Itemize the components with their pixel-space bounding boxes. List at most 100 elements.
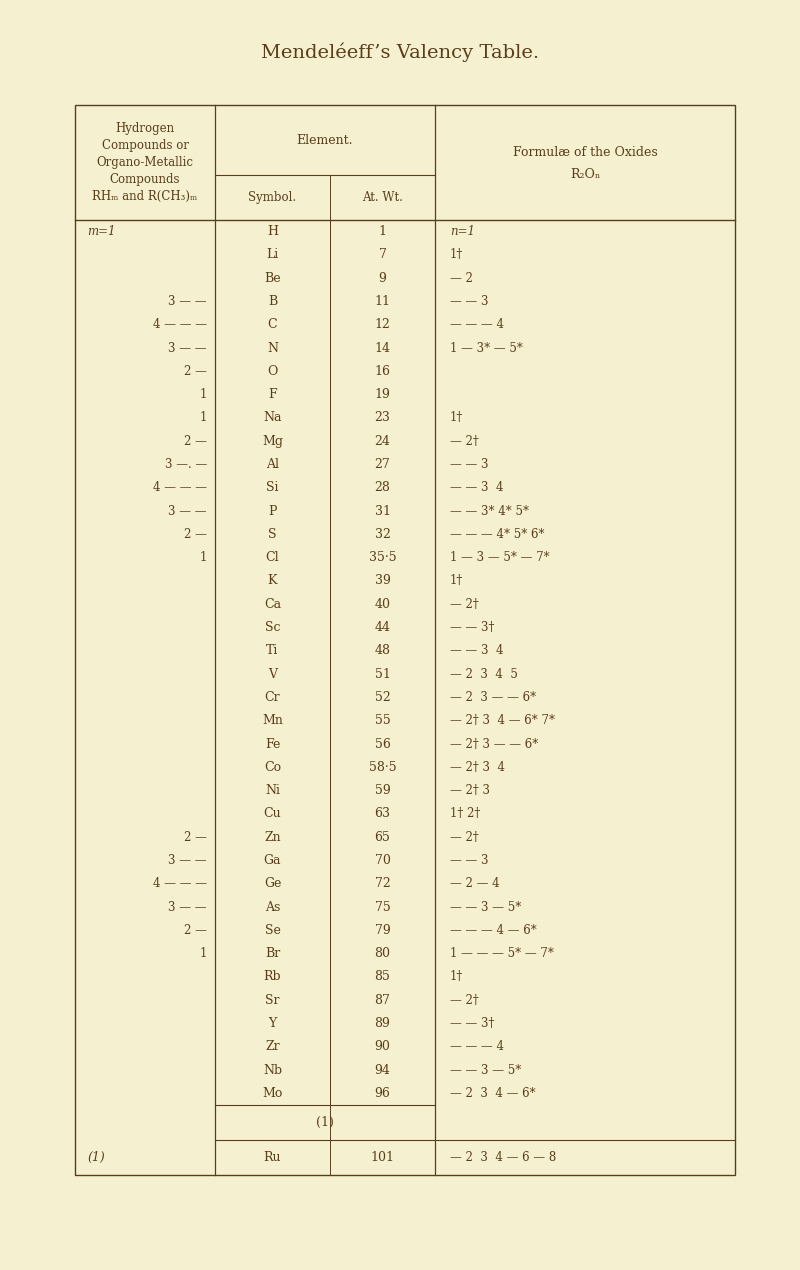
Text: 23: 23: [374, 411, 390, 424]
Text: 9: 9: [378, 272, 386, 284]
Text: 1: 1: [200, 947, 207, 960]
Text: — 2  3  4  5: — 2 3 4 5: [450, 668, 518, 681]
Text: At. Wt.: At. Wt.: [362, 190, 403, 204]
Text: 27: 27: [374, 458, 390, 471]
Text: 2 —: 2 —: [184, 923, 207, 937]
Text: 1: 1: [200, 411, 207, 424]
Text: Symbol.: Symbol.: [249, 190, 297, 204]
Text: As: As: [265, 900, 280, 913]
Text: 3 — —: 3 — —: [169, 295, 207, 309]
Text: 90: 90: [374, 1040, 390, 1053]
Text: 14: 14: [374, 342, 390, 354]
Text: H: H: [267, 225, 278, 239]
Text: 80: 80: [374, 947, 390, 960]
Text: C: C: [268, 319, 278, 331]
Text: P: P: [268, 504, 277, 518]
Text: Y: Y: [268, 1017, 277, 1030]
Text: 56: 56: [374, 738, 390, 751]
Text: — 2† 3: — 2† 3: [450, 784, 490, 798]
Text: K: K: [268, 574, 278, 588]
Text: — 2  3  4 — 6*: — 2 3 4 — 6*: [450, 1087, 536, 1100]
Text: Br: Br: [265, 947, 280, 960]
Text: — — 3: — — 3: [450, 295, 489, 309]
Text: Se: Se: [265, 923, 281, 937]
Text: Al: Al: [266, 458, 279, 471]
Text: n=1: n=1: [450, 225, 475, 239]
Text: 1†: 1†: [450, 411, 463, 424]
Text: 35·5: 35·5: [369, 551, 396, 564]
Text: Cl: Cl: [266, 551, 279, 564]
Text: 52: 52: [374, 691, 390, 704]
Text: — 2†: — 2†: [450, 831, 478, 843]
Text: 1 — 3 — 5* — 7*: 1 — 3 — 5* — 7*: [450, 551, 550, 564]
Text: 75: 75: [374, 900, 390, 913]
Text: 1† 2†: 1† 2†: [450, 808, 480, 820]
Text: (1): (1): [87, 1151, 105, 1165]
Text: 55: 55: [374, 714, 390, 728]
Text: Ge: Ge: [264, 878, 281, 890]
Bar: [75, 105, 735, 1175]
Text: 96: 96: [374, 1087, 390, 1100]
Text: R₂Oₙ: R₂Oₙ: [570, 168, 600, 182]
Text: — — 3* 4* 5*: — — 3* 4* 5*: [450, 504, 529, 518]
Text: Zr: Zr: [265, 1040, 280, 1053]
Text: Co: Co: [264, 761, 281, 773]
Text: 72: 72: [374, 878, 390, 890]
Text: 28: 28: [374, 481, 390, 494]
Text: 39: 39: [374, 574, 390, 588]
Text: — 2† 3  4: — 2† 3 4: [450, 761, 505, 773]
Text: Mg: Mg: [262, 434, 283, 448]
Text: — — 3 — 5*: — — 3 — 5*: [450, 900, 522, 913]
Text: 3 — —: 3 — —: [169, 900, 207, 913]
Text: — 2  3 — — 6*: — 2 3 — — 6*: [450, 691, 536, 704]
Text: Si: Si: [266, 481, 278, 494]
Text: Nb: Nb: [263, 1063, 282, 1077]
Text: 4 — — —: 4 — — —: [153, 878, 207, 890]
Text: F: F: [268, 389, 277, 401]
Text: RHₘ and R(CH₃)ₘ: RHₘ and R(CH₃)ₘ: [92, 190, 198, 203]
Text: — 2: — 2: [450, 272, 473, 284]
Text: N: N: [267, 342, 278, 354]
Text: 87: 87: [374, 993, 390, 1007]
Text: Rb: Rb: [264, 970, 282, 983]
Text: — 2 — 4: — 2 — 4: [450, 878, 500, 890]
Text: 63: 63: [374, 808, 390, 820]
Text: Sc: Sc: [265, 621, 280, 634]
Text: — 2†: — 2†: [450, 434, 478, 448]
Text: Na: Na: [263, 411, 282, 424]
Text: O: O: [267, 364, 278, 378]
Text: Ca: Ca: [264, 598, 281, 611]
Text: 1†: 1†: [450, 249, 463, 262]
Text: 70: 70: [374, 853, 390, 867]
Text: — — 3: — — 3: [450, 853, 489, 867]
Text: 58·5: 58·5: [369, 761, 396, 773]
Text: 65: 65: [374, 831, 390, 843]
Text: 4 — — —: 4 — — —: [153, 319, 207, 331]
Text: Cr: Cr: [265, 691, 280, 704]
Text: 32: 32: [374, 528, 390, 541]
Text: — — 3†: — — 3†: [450, 621, 494, 634]
Text: 1 — — — 5* — 7*: 1 — — — 5* — 7*: [450, 947, 554, 960]
Text: 1†: 1†: [450, 574, 463, 588]
Text: — — — 4 — 6*: — — — 4 — 6*: [450, 923, 537, 937]
Text: 51: 51: [374, 668, 390, 681]
Text: Ga: Ga: [264, 853, 282, 867]
Text: 1: 1: [200, 389, 207, 401]
Text: 11: 11: [374, 295, 390, 309]
Text: 3 — —: 3 — —: [169, 853, 207, 867]
Text: V: V: [268, 668, 277, 681]
Text: 1†: 1†: [450, 970, 463, 983]
Text: Ni: Ni: [265, 784, 280, 798]
Text: — — — 4* 5* 6*: — — — 4* 5* 6*: [450, 528, 545, 541]
Text: (1): (1): [316, 1116, 334, 1129]
Text: — 2†: — 2†: [450, 993, 478, 1007]
Text: 48: 48: [374, 644, 390, 658]
Text: — 2†: — 2†: [450, 598, 478, 611]
Text: — 2† 3  4 — 6* 7*: — 2† 3 4 — 6* 7*: [450, 714, 555, 728]
Text: — — 3 — 5*: — — 3 — 5*: [450, 1063, 522, 1077]
Text: Fe: Fe: [265, 738, 280, 751]
Text: Ti: Ti: [266, 644, 278, 658]
Text: 19: 19: [374, 389, 390, 401]
Text: — — — 4: — — — 4: [450, 319, 504, 331]
Text: Compounds: Compounds: [110, 173, 180, 185]
